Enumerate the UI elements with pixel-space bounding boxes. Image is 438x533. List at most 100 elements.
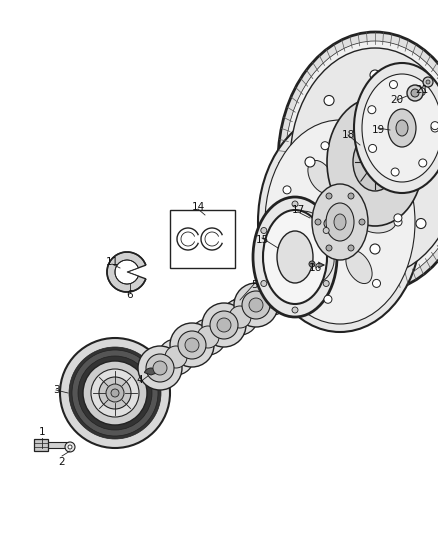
Circle shape: [426, 80, 430, 84]
Text: 19: 19: [371, 125, 385, 135]
Ellipse shape: [258, 112, 422, 332]
Ellipse shape: [146, 354, 174, 382]
Ellipse shape: [111, 389, 119, 397]
Ellipse shape: [165, 346, 187, 368]
Ellipse shape: [301, 254, 329, 282]
Ellipse shape: [266, 263, 310, 307]
Ellipse shape: [334, 214, 346, 230]
Ellipse shape: [354, 63, 438, 193]
Text: 15: 15: [255, 235, 268, 245]
Text: 14: 14: [191, 202, 205, 212]
Text: 11: 11: [106, 257, 119, 267]
Ellipse shape: [242, 291, 270, 319]
Ellipse shape: [265, 120, 415, 324]
Text: 16: 16: [308, 263, 321, 273]
Ellipse shape: [170, 323, 214, 367]
Circle shape: [284, 254, 292, 262]
Ellipse shape: [138, 346, 182, 390]
Ellipse shape: [284, 211, 320, 233]
Circle shape: [315, 219, 321, 225]
Ellipse shape: [261, 286, 283, 308]
Ellipse shape: [106, 384, 124, 402]
Ellipse shape: [217, 318, 231, 332]
Ellipse shape: [72, 350, 158, 436]
Circle shape: [348, 245, 354, 251]
Circle shape: [324, 219, 334, 229]
Ellipse shape: [222, 299, 258, 335]
Ellipse shape: [274, 271, 302, 299]
Ellipse shape: [396, 120, 408, 136]
Ellipse shape: [281, 278, 295, 292]
Wedge shape: [145, 368, 158, 375]
Bar: [47, 442, 69, 448]
Text: 20: 20: [390, 95, 403, 105]
Ellipse shape: [158, 339, 194, 375]
Ellipse shape: [83, 361, 147, 425]
Ellipse shape: [308, 160, 334, 193]
Circle shape: [292, 201, 298, 207]
Ellipse shape: [308, 251, 334, 284]
Circle shape: [324, 95, 334, 106]
Ellipse shape: [185, 338, 199, 352]
Ellipse shape: [153, 361, 167, 375]
Circle shape: [326, 245, 332, 251]
Circle shape: [416, 219, 426, 229]
Circle shape: [435, 157, 438, 167]
Circle shape: [324, 295, 332, 303]
Ellipse shape: [197, 326, 219, 348]
Circle shape: [261, 228, 267, 233]
Circle shape: [419, 159, 427, 167]
Circle shape: [370, 70, 380, 80]
Ellipse shape: [346, 160, 372, 193]
Circle shape: [391, 168, 399, 176]
Circle shape: [359, 219, 365, 225]
Text: 18: 18: [341, 130, 355, 140]
Wedge shape: [107, 252, 146, 292]
Ellipse shape: [353, 133, 397, 191]
Text: 3: 3: [53, 385, 59, 395]
Circle shape: [431, 122, 438, 130]
Circle shape: [423, 77, 433, 87]
Circle shape: [323, 228, 329, 233]
Ellipse shape: [99, 377, 131, 409]
Circle shape: [305, 157, 315, 167]
Circle shape: [394, 218, 402, 226]
Circle shape: [309, 261, 315, 267]
Text: 2: 2: [59, 457, 65, 467]
Text: 6: 6: [127, 290, 133, 300]
Circle shape: [394, 214, 402, 222]
Circle shape: [283, 186, 291, 194]
Bar: [170, 210, 235, 268]
Ellipse shape: [362, 74, 438, 182]
Ellipse shape: [277, 231, 313, 283]
Ellipse shape: [254, 279, 290, 315]
Circle shape: [417, 87, 425, 95]
Circle shape: [372, 279, 381, 287]
Circle shape: [326, 193, 332, 199]
Ellipse shape: [60, 338, 170, 448]
Circle shape: [411, 89, 419, 97]
Ellipse shape: [278, 32, 438, 292]
Ellipse shape: [293, 266, 315, 288]
Ellipse shape: [65, 442, 75, 452]
Circle shape: [369, 144, 377, 152]
Ellipse shape: [286, 259, 322, 295]
Text: 1: 1: [39, 427, 45, 437]
Ellipse shape: [210, 311, 238, 339]
Text: 21: 21: [415, 85, 429, 95]
Ellipse shape: [327, 98, 423, 226]
Ellipse shape: [388, 109, 416, 147]
Ellipse shape: [202, 303, 246, 347]
Ellipse shape: [234, 283, 278, 327]
Circle shape: [370, 244, 380, 254]
Circle shape: [370, 154, 378, 162]
Circle shape: [292, 307, 298, 313]
Circle shape: [323, 280, 329, 287]
Ellipse shape: [285, 41, 438, 283]
Text: 17: 17: [291, 205, 304, 215]
Ellipse shape: [69, 347, 161, 439]
Circle shape: [348, 193, 354, 199]
Circle shape: [368, 106, 376, 114]
Ellipse shape: [68, 445, 72, 449]
Circle shape: [321, 142, 329, 150]
